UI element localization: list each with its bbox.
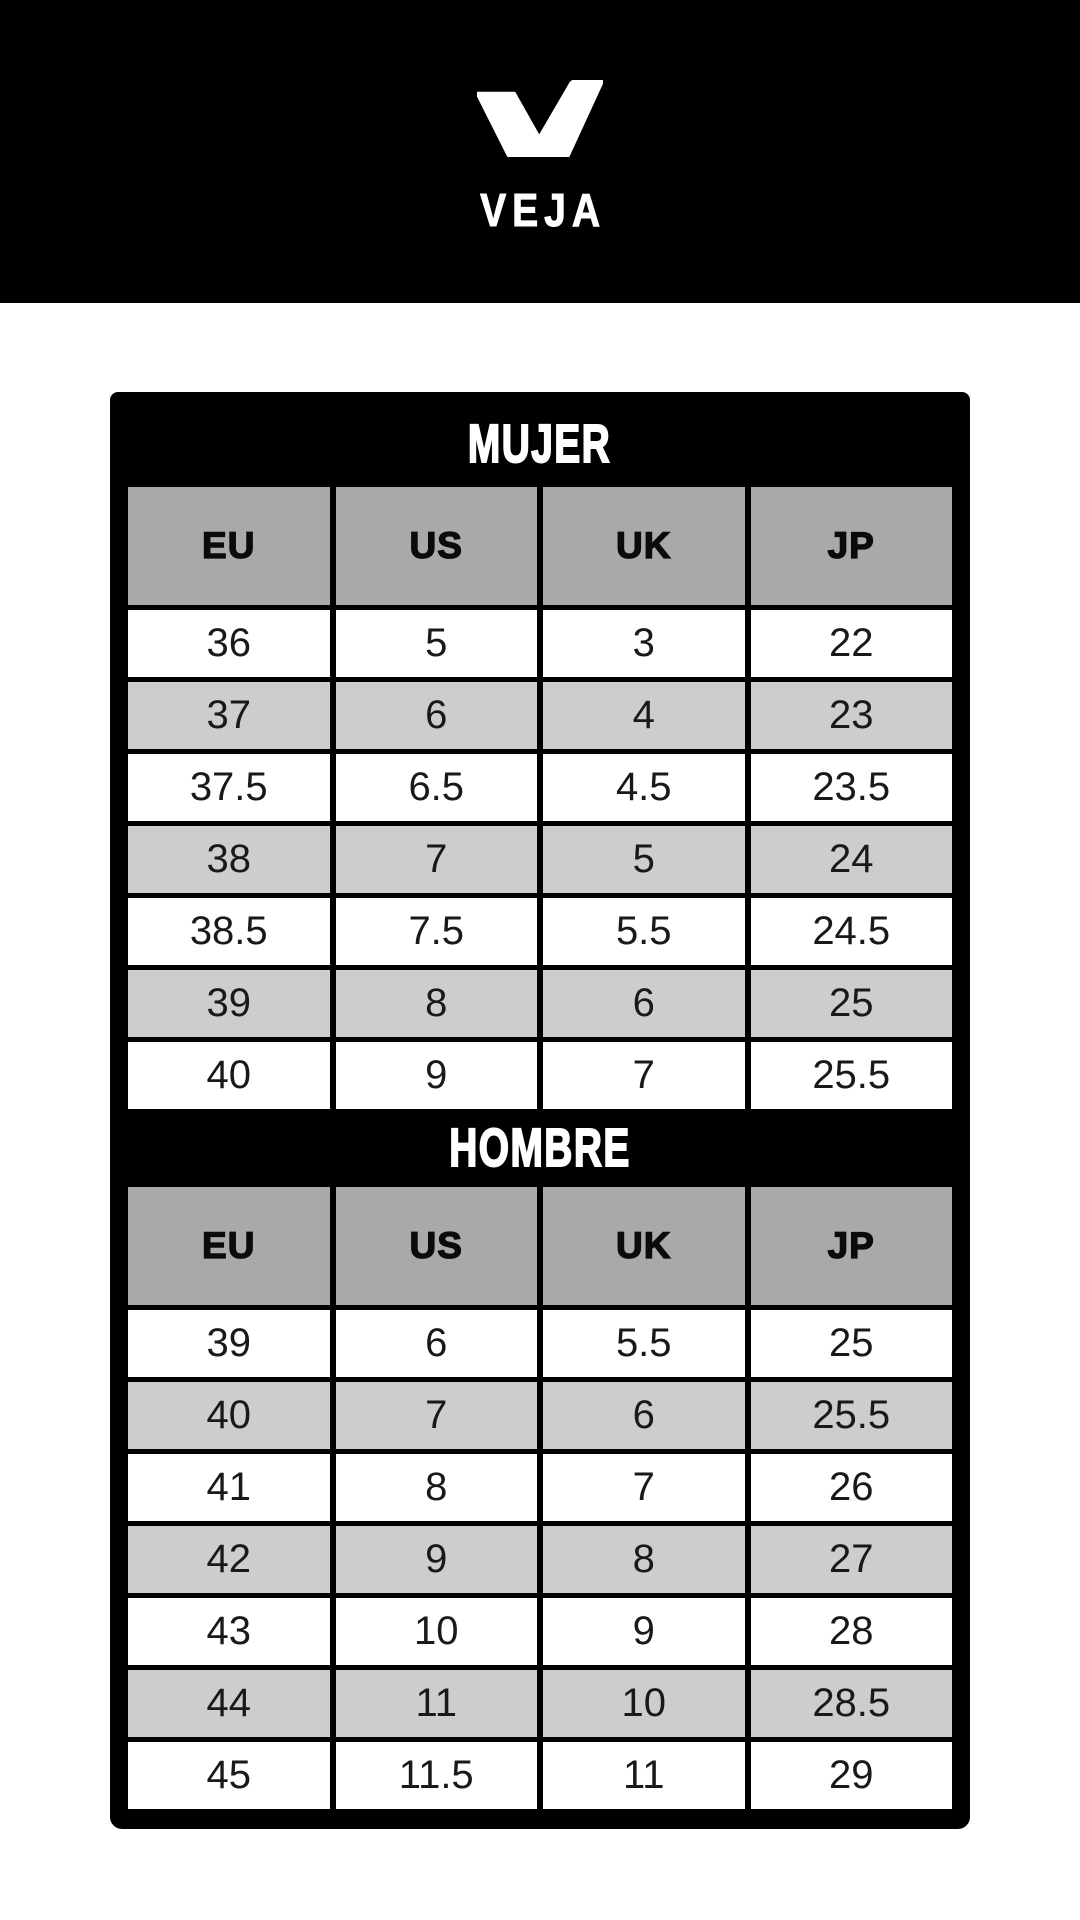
size-cell: 39	[128, 970, 330, 1037]
size-cell: 7	[543, 1042, 745, 1109]
size-cell: 8	[543, 1526, 745, 1593]
table-row: 45 11.5 11 29	[128, 1742, 952, 1809]
table-row: 43 10 9 28	[128, 1598, 952, 1665]
table-row: 40 9 7 25.5	[128, 1042, 952, 1109]
size-cell: 40	[128, 1382, 330, 1449]
table-title-hombre: HOMBRE	[128, 1109, 952, 1187]
size-cell: 5.5	[543, 1310, 745, 1377]
size-cell: 22	[750, 610, 952, 677]
column-header-uk: UK	[543, 1187, 745, 1305]
size-cell: 3	[543, 610, 745, 677]
size-chart-card: MUJER EU US UK JP 36 5 3 22 37 6 4 23 37…	[110, 392, 970, 1829]
size-cell: 10	[543, 1670, 745, 1737]
size-cell: 6	[335, 682, 537, 749]
size-cell: 23.5	[750, 754, 952, 821]
brand-wordmark: VEJA	[480, 184, 607, 237]
size-cell: 24.5	[750, 898, 952, 965]
table-row: 39 6 5.5 25	[128, 1310, 952, 1377]
column-header-jp: JP	[750, 1187, 952, 1305]
column-header-us: US	[335, 1187, 537, 1305]
size-cell: 6	[543, 1382, 745, 1449]
size-cell: 25	[750, 970, 952, 1037]
size-cell: 38.5	[128, 898, 330, 965]
table-row: 42 9 8 27	[128, 1526, 952, 1593]
size-cell: 25.5	[750, 1382, 952, 1449]
size-cell: 38	[128, 826, 330, 893]
size-cell: 11.5	[335, 1742, 537, 1809]
size-cell: 11	[543, 1742, 745, 1809]
size-cell: 37.5	[128, 754, 330, 821]
size-cell: 42	[128, 1526, 330, 1593]
size-cell: 28	[750, 1598, 952, 1665]
table-row: 37 6 4 23	[128, 682, 952, 749]
size-cell: 27	[750, 1526, 952, 1593]
table-row: 40 7 6 25.5	[128, 1382, 952, 1449]
size-cell: 28.5	[750, 1670, 952, 1737]
table-title-mujer: MUJER	[128, 392, 952, 487]
size-cell: 23	[750, 682, 952, 749]
size-cell: 40	[128, 1042, 330, 1109]
table-row: 39 8 6 25	[128, 970, 952, 1037]
size-cell: 4.5	[543, 754, 745, 821]
size-cell: 41	[128, 1454, 330, 1521]
size-cell: 7	[543, 1454, 745, 1521]
column-header-us: US	[335, 487, 537, 605]
size-cell: 36	[128, 610, 330, 677]
brand-banner: VEJA	[0, 0, 1080, 303]
table-row: 36 5 3 22	[128, 610, 952, 677]
size-cell: 8	[335, 1454, 537, 1521]
size-cell: 43	[128, 1598, 330, 1665]
size-cell: 44	[128, 1670, 330, 1737]
table-row: 37.5 6.5 4.5 23.5	[128, 754, 952, 821]
column-header-uk: UK	[543, 487, 745, 605]
table-header-row: EU US UK JP	[128, 487, 952, 605]
size-cell: 11	[335, 1670, 537, 1737]
column-header-eu: EU	[128, 487, 330, 605]
size-cell: 7	[335, 1382, 537, 1449]
size-cell: 9	[543, 1598, 745, 1665]
size-cell: 5	[335, 610, 537, 677]
table-row: 38.5 7.5 5.5 24.5	[128, 898, 952, 965]
column-header-eu: EU	[128, 1187, 330, 1305]
size-cell: 45	[128, 1742, 330, 1809]
size-cell: 37	[128, 682, 330, 749]
size-cell: 8	[335, 970, 537, 1037]
table-row: 44 11 10 28.5	[128, 1670, 952, 1737]
size-cell: 10	[335, 1598, 537, 1665]
size-cell: 6	[335, 1310, 537, 1377]
size-cell: 24	[750, 826, 952, 893]
size-cell: 9	[335, 1526, 537, 1593]
size-cell: 26	[750, 1454, 952, 1521]
size-cell: 5	[543, 826, 745, 893]
veja-v-icon	[477, 80, 603, 157]
size-cell: 39	[128, 1310, 330, 1377]
size-cell: 9	[335, 1042, 537, 1109]
size-guide: MUJER EU US UK JP 36 5 3 22 37 6 4 23 37…	[0, 392, 1080, 1829]
table-header-row: EU US UK JP	[128, 1187, 952, 1305]
size-cell: 7	[335, 826, 537, 893]
size-cell: 5.5	[543, 898, 745, 965]
table-row: 41 8 7 26	[128, 1454, 952, 1521]
size-cell: 25.5	[750, 1042, 952, 1109]
table-row: 38 7 5 24	[128, 826, 952, 893]
table-title-text: MUJER	[468, 413, 612, 475]
size-cell: 25	[750, 1310, 952, 1377]
table-title-text: HOMBRE	[449, 1117, 631, 1179]
size-cell: 6	[543, 970, 745, 1037]
size-cell: 7.5	[335, 898, 537, 965]
size-cell: 6.5	[335, 754, 537, 821]
size-cell: 29	[750, 1742, 952, 1809]
column-header-jp: JP	[750, 487, 952, 605]
size-cell: 4	[543, 682, 745, 749]
